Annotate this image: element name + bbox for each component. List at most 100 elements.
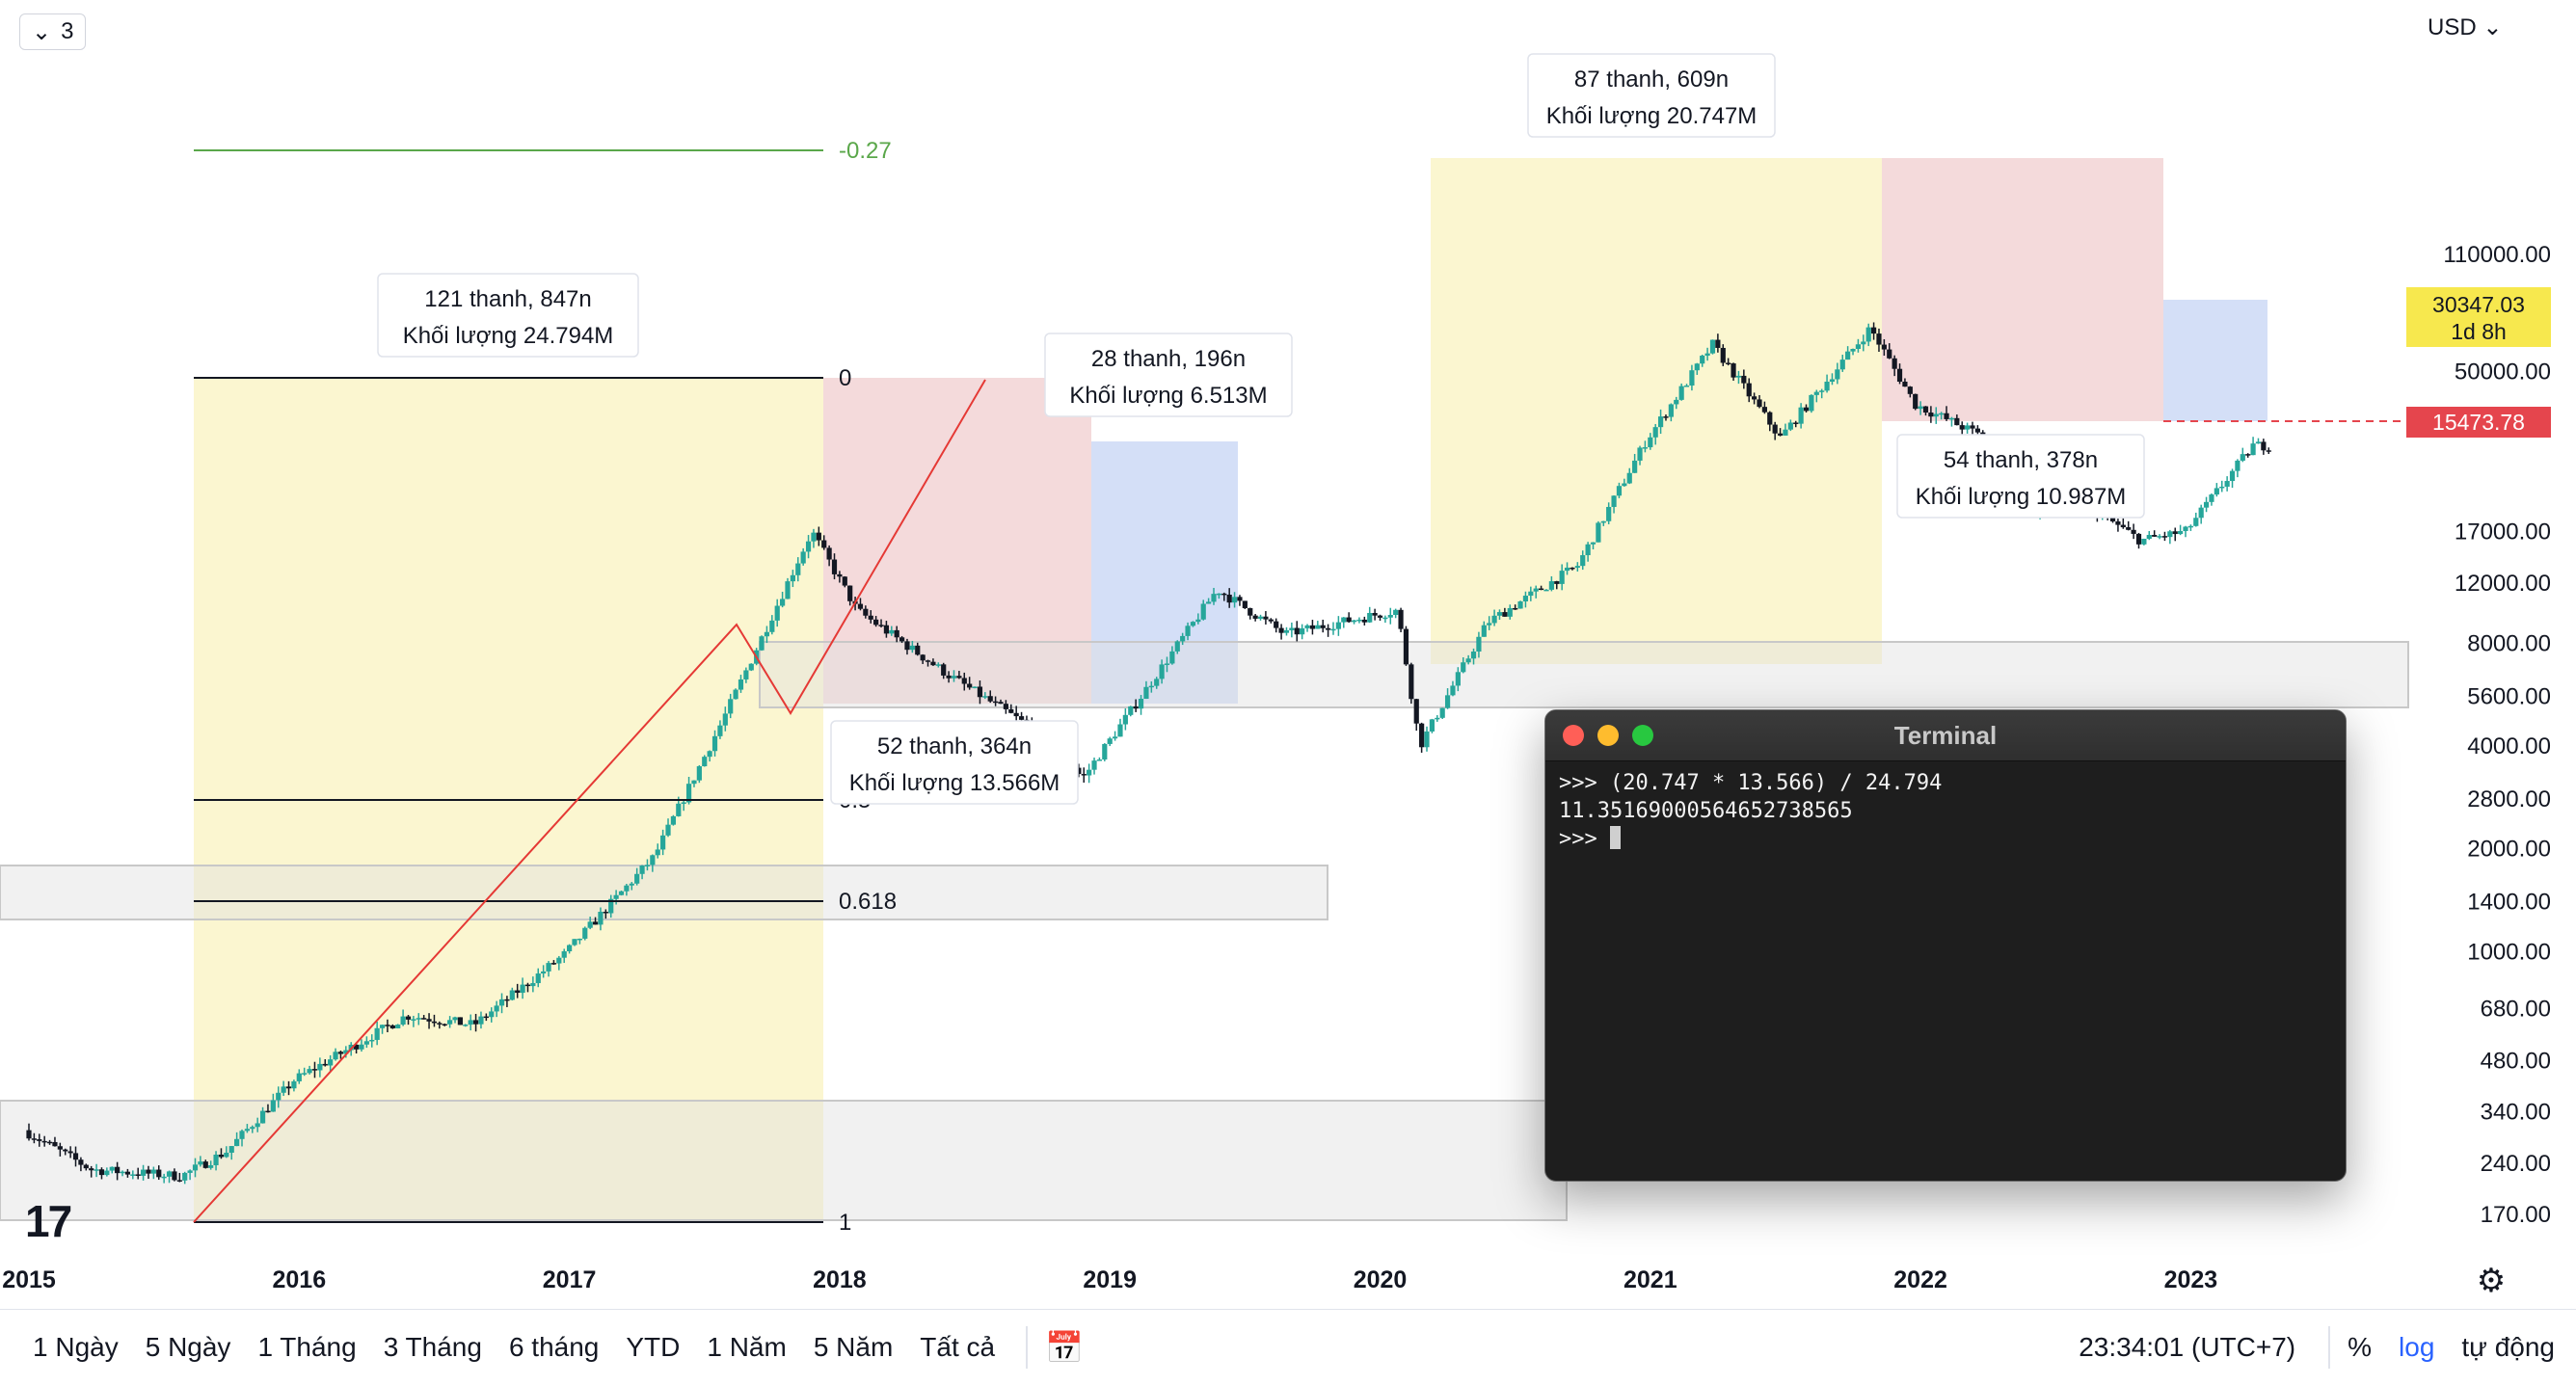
candle-body xyxy=(987,696,993,702)
info-box-line1: 121 thanh, 847n xyxy=(424,286,592,312)
text-cursor xyxy=(1609,826,1621,849)
candle-body xyxy=(1870,327,1877,334)
candle-body xyxy=(1694,363,1700,371)
terminal-output[interactable]: >>> (20.747 * 13.566) / 24.794 11.3516900… xyxy=(1545,761,2346,861)
candle-body xyxy=(1403,628,1409,665)
candle xyxy=(369,1034,375,1048)
candle-body xyxy=(550,963,557,965)
percent-toggle[interactable]: % xyxy=(2348,1332,2373,1362)
candle xyxy=(1809,394,1814,413)
candle-body xyxy=(816,532,821,541)
candle xyxy=(1465,654,1471,665)
candle xyxy=(94,1163,99,1178)
candle xyxy=(618,890,625,896)
candle-body xyxy=(894,629,899,638)
candle xyxy=(1164,656,1170,673)
fib-level-label: 0.618 xyxy=(839,889,897,915)
candle-body xyxy=(1809,394,1814,412)
info-box-line1: 87 thanh, 609n xyxy=(1574,67,1729,93)
candle xyxy=(213,1151,219,1171)
candle xyxy=(1918,401,1923,415)
log-toggle[interactable]: log xyxy=(2399,1332,2435,1362)
candle-body xyxy=(307,1069,312,1074)
candle xyxy=(1539,585,1544,591)
candle-body xyxy=(1491,615,1497,624)
candle-body xyxy=(270,1100,276,1112)
candle xyxy=(1896,363,1903,385)
candle-body xyxy=(208,1164,214,1168)
candle-body xyxy=(878,625,884,626)
candle xyxy=(1596,520,1601,543)
candle-body xyxy=(1704,353,1710,357)
candle-body xyxy=(2245,454,2251,456)
candle-body xyxy=(1159,664,1165,679)
candle xyxy=(629,882,634,891)
candle-body xyxy=(63,1149,68,1152)
candle-body xyxy=(1117,724,1123,737)
range-ytd[interactable]: YTD xyxy=(626,1332,681,1362)
range-all[interactable]: Tất cả xyxy=(920,1332,996,1362)
auto-scale-toggle[interactable]: tự động xyxy=(2461,1332,2555,1362)
candle-body xyxy=(769,620,775,632)
candle xyxy=(1481,621,1487,637)
candle xyxy=(956,671,962,679)
candle xyxy=(982,692,988,700)
clock-display[interactable]: 23:34:01 (UTC+7) xyxy=(2079,1332,2296,1362)
candle xyxy=(1548,575,1554,592)
range-1-year[interactable]: 1 Năm xyxy=(707,1332,787,1362)
gear-icon[interactable]: ⚙ xyxy=(2477,1263,2506,1299)
close-window-icon[interactable] xyxy=(1563,725,1584,746)
candle-body xyxy=(2146,535,2152,539)
candle-body xyxy=(831,559,838,574)
range-1-day[interactable]: 1 Ngày xyxy=(33,1332,119,1362)
candle-body xyxy=(1294,627,1300,635)
candle xyxy=(1678,383,1684,401)
candle xyxy=(442,1023,447,1026)
minimize-window-icon[interactable] xyxy=(1597,725,1619,746)
price-axis-tick: 5600.00 xyxy=(2467,683,2551,709)
range-5-years[interactable]: 5 Năm xyxy=(813,1332,894,1362)
fib-level-label: 1 xyxy=(839,1210,851,1236)
candle-body xyxy=(644,865,651,866)
candle-body xyxy=(494,1005,499,1012)
range-1-month[interactable]: 1 Tháng xyxy=(257,1332,357,1362)
candle xyxy=(1657,409,1664,435)
candle xyxy=(1767,411,1773,432)
candle-body xyxy=(1133,706,1139,709)
time-axis-tick: 2019 xyxy=(1083,1266,1137,1293)
candle-body xyxy=(192,1164,199,1171)
candle xyxy=(1648,433,1653,450)
candle xyxy=(328,1054,334,1072)
bottom-toolbar: 1 Ngày 5 Ngày 1 Tháng 3 Tháng 6 tháng YT… xyxy=(0,1309,2576,1385)
candle xyxy=(208,1160,214,1170)
range-6-months[interactable]: 6 tháng xyxy=(508,1332,600,1362)
candle-body xyxy=(1283,629,1290,633)
candle-body xyxy=(1081,774,1087,776)
candle-body xyxy=(1154,679,1160,686)
terminal-window[interactable]: Terminal >>> (20.747 * 13.566) / 24.794 1… xyxy=(1544,709,2347,1182)
candle-body xyxy=(1487,623,1492,626)
zoom-window-icon[interactable] xyxy=(1632,725,1653,746)
range-3-months[interactable]: 3 Tháng xyxy=(383,1332,482,1362)
candle-body xyxy=(1304,625,1310,628)
candle-body xyxy=(733,689,738,700)
calendar-range-icon[interactable]: 📅 xyxy=(1045,1330,1084,1365)
candle-body xyxy=(577,938,582,941)
candle xyxy=(270,1093,276,1112)
candle xyxy=(1652,423,1658,445)
candle xyxy=(1616,482,1623,498)
candle-body xyxy=(498,999,505,1006)
candle xyxy=(1444,688,1451,709)
candle-body xyxy=(1107,738,1113,744)
candle xyxy=(572,939,577,946)
range-5-days[interactable]: 5 Ngày xyxy=(145,1332,231,1362)
candle xyxy=(1735,370,1742,385)
candle xyxy=(1855,338,1862,353)
price-axis-tick: 12000.00 xyxy=(2455,571,2551,597)
candle-body xyxy=(156,1169,162,1178)
candle xyxy=(1429,718,1436,733)
terminal-titlebar[interactable]: Terminal xyxy=(1545,710,2346,761)
collapse-indicators-button[interactable]: ⌄ 3 xyxy=(19,13,87,50)
candle-body xyxy=(1335,622,1341,629)
